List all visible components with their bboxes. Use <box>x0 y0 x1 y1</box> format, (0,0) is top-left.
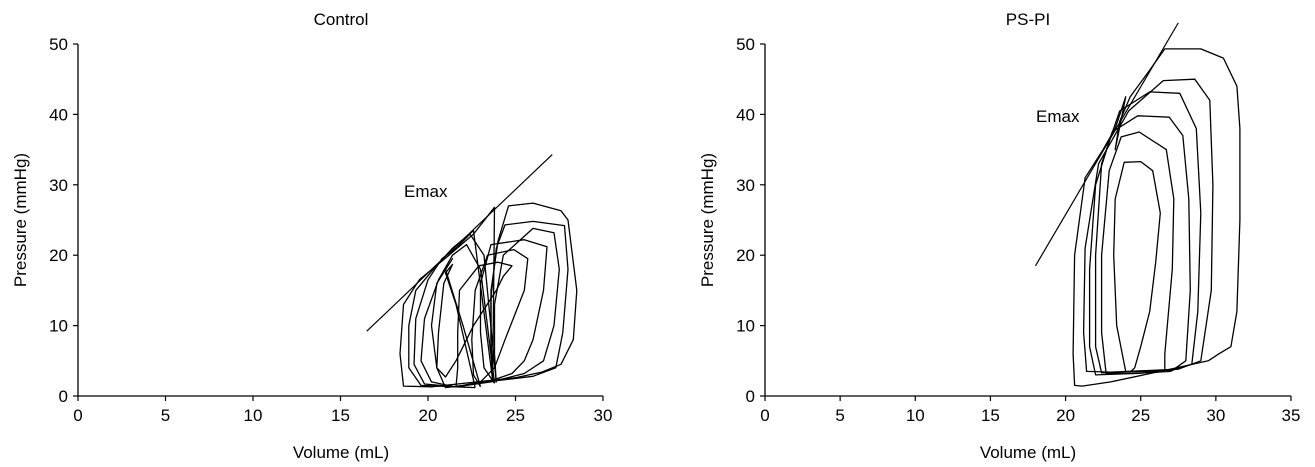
control-chart: Control Volume (mL) Pressure (mmHg) 0 5 10… <box>11 10 612 462</box>
y-tick-label: 10 <box>736 317 755 336</box>
x-tick-label: 35 <box>1282 406 1301 425</box>
emax-line <box>1034 22 1179 267</box>
pv-loop-5 <box>1082 78 1214 373</box>
emax-label: Emax <box>1036 107 1080 126</box>
y-tick-label: 30 <box>736 176 755 195</box>
x-tick-label: 25 <box>1131 406 1150 425</box>
y-tick-label: 0 <box>746 387 755 406</box>
y-tick-label: 30 <box>49 176 68 195</box>
pv-loop-1 <box>436 261 513 389</box>
x-tick-label: 15 <box>331 406 350 425</box>
chart-title: Control <box>314 10 369 29</box>
pv-loop-1 <box>1113 160 1161 373</box>
x-tick-label: 5 <box>835 406 844 425</box>
pv-loop-2 <box>1100 131 1175 375</box>
x-tick-label: 25 <box>506 406 525 425</box>
tick-group: 0 5 10 15 20 25 30 0 10 20 30 40 50 <box>49 35 612 425</box>
y-axis-title: Pressure (mmHg) <box>698 153 717 287</box>
pv-loop-3 <box>1088 115 1191 376</box>
x-axis-title: Volume (mL) <box>293 443 389 462</box>
pv-loop-2 <box>430 248 529 389</box>
x-tick-label: 15 <box>981 406 1000 425</box>
tick-group: 0 5 10 15 20 25 30 35 0 10 20 30 40 50 <box>736 35 1300 425</box>
x-tick-label: 0 <box>760 406 769 425</box>
y-tick-label: 50 <box>736 35 755 54</box>
pv-loops <box>1072 48 1241 387</box>
y-tick-label: 20 <box>736 246 755 265</box>
x-tick-label: 0 <box>73 406 82 425</box>
emax-line <box>366 154 553 332</box>
x-tick-label: 5 <box>161 406 170 425</box>
y-tick-label: 50 <box>49 35 68 54</box>
x-tick-label: 30 <box>594 406 613 425</box>
x-tick-label: 30 <box>1206 406 1225 425</box>
x-axis-title: Volume (mL) <box>980 443 1076 462</box>
x-tick-label: 10 <box>906 406 925 425</box>
y-tick-label: 40 <box>736 105 755 124</box>
y-tick-label: 40 <box>49 105 68 124</box>
y-tick-label: 10 <box>49 317 68 336</box>
emax-label: Emax <box>404 182 448 201</box>
x-tick-label: 20 <box>1056 406 1075 425</box>
ps-pi-chart: PS-PI Volume (mL) Pressure (mmHg) 0 5 10 15… <box>698 10 1300 462</box>
x-tick-label: 20 <box>419 406 438 425</box>
x-tick-label: 10 <box>244 406 263 425</box>
y-tick-label: 20 <box>49 246 68 265</box>
pv-loop-5 <box>408 220 569 388</box>
pv-loops <box>399 202 578 389</box>
pv-loop-3 <box>420 239 548 388</box>
y-axis-title: Pressure (mmHg) <box>11 153 30 287</box>
y-tick-label: 0 <box>59 387 68 406</box>
chart-title: PS-PI <box>1006 10 1050 29</box>
